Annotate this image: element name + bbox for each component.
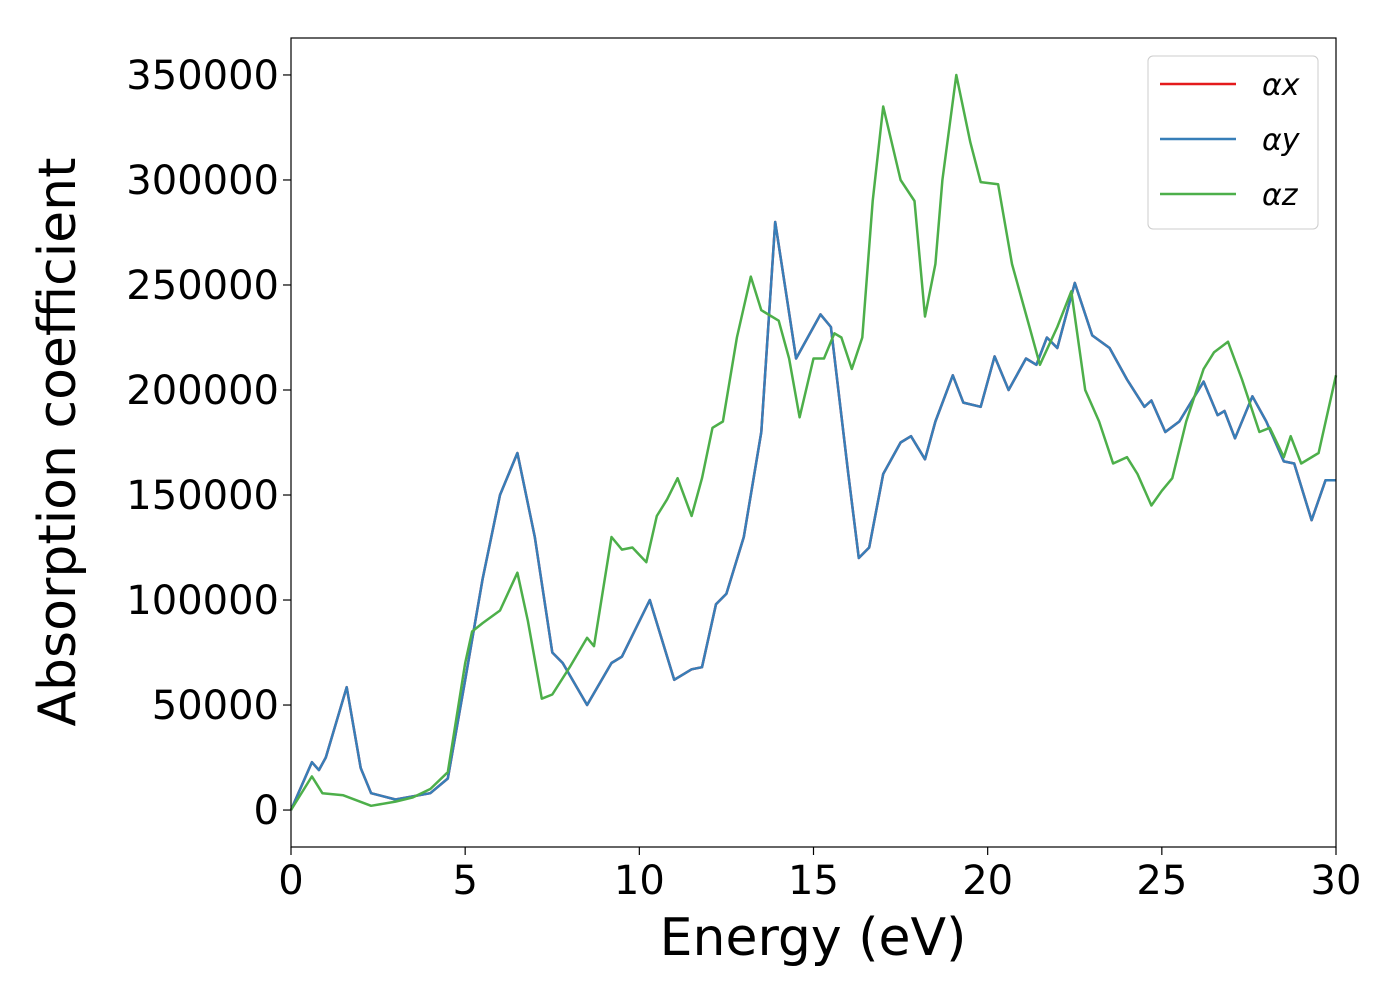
- series-line: [289, 220, 1336, 811]
- y-tick-label: 350000: [126, 53, 279, 99]
- y-tick-label: 50000: [152, 683, 279, 729]
- x-tick-label: 5: [452, 858, 477, 904]
- y-tick-label: 150000: [126, 473, 279, 519]
- y-axis-label: Absorption coefficient: [28, 157, 88, 726]
- legend: αx αy αz: [1147, 55, 1319, 230]
- y-tick-label: 250000: [126, 263, 279, 309]
- y-tick-label: 300000: [126, 158, 279, 204]
- x-tick-label: 20: [962, 858, 1013, 904]
- y-tick-label: 0: [254, 788, 279, 834]
- legend-box: [1147, 55, 1319, 230]
- series-line: [289, 73, 1338, 811]
- plot-frame: [290, 37, 1337, 848]
- x-tick-label: 30: [1311, 858, 1362, 904]
- x-tick-label: 10: [614, 858, 665, 904]
- legend-label: αz: [1262, 178, 1299, 213]
- legend-label: αx: [1262, 68, 1300, 103]
- x-tick-label: 0: [278, 858, 303, 904]
- legend-label: αy: [1262, 123, 1301, 158]
- x-tick-label: 25: [1136, 858, 1187, 904]
- series-line: [289, 220, 1336, 811]
- y-tick-label: 200000: [126, 368, 279, 414]
- y-tick-label: 100000: [126, 578, 279, 624]
- x-axis-label: Energy (eV): [660, 908, 967, 968]
- x-tick-label: 15: [788, 858, 839, 904]
